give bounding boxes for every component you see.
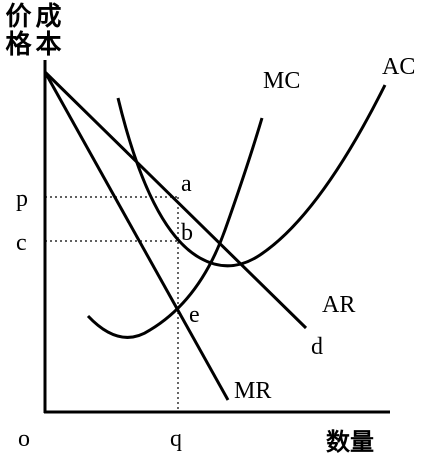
mr-label: MR [234,378,271,404]
y-label-price: 价格 [1,2,31,58]
curves [43,60,390,414]
point-e: e [189,302,200,328]
p-label: p [16,186,28,212]
d-label: d [311,334,323,360]
ac-curve [116,84,387,268]
q-label: q [170,426,182,452]
guides [45,196,179,412]
y-label-cost: 成本 [31,2,61,58]
x-label: 数量 [326,428,374,456]
mc-curve [86,117,264,339]
point-b: b [181,220,193,246]
mc-label: MC [263,68,300,94]
point-a: a [181,171,192,197]
ar-line [43,70,308,330]
ac-label: AC [382,54,415,80]
origin-label: o [18,426,30,452]
mr-line [43,71,230,401]
c-label: c [16,230,27,256]
ar-label: AR [322,292,355,318]
